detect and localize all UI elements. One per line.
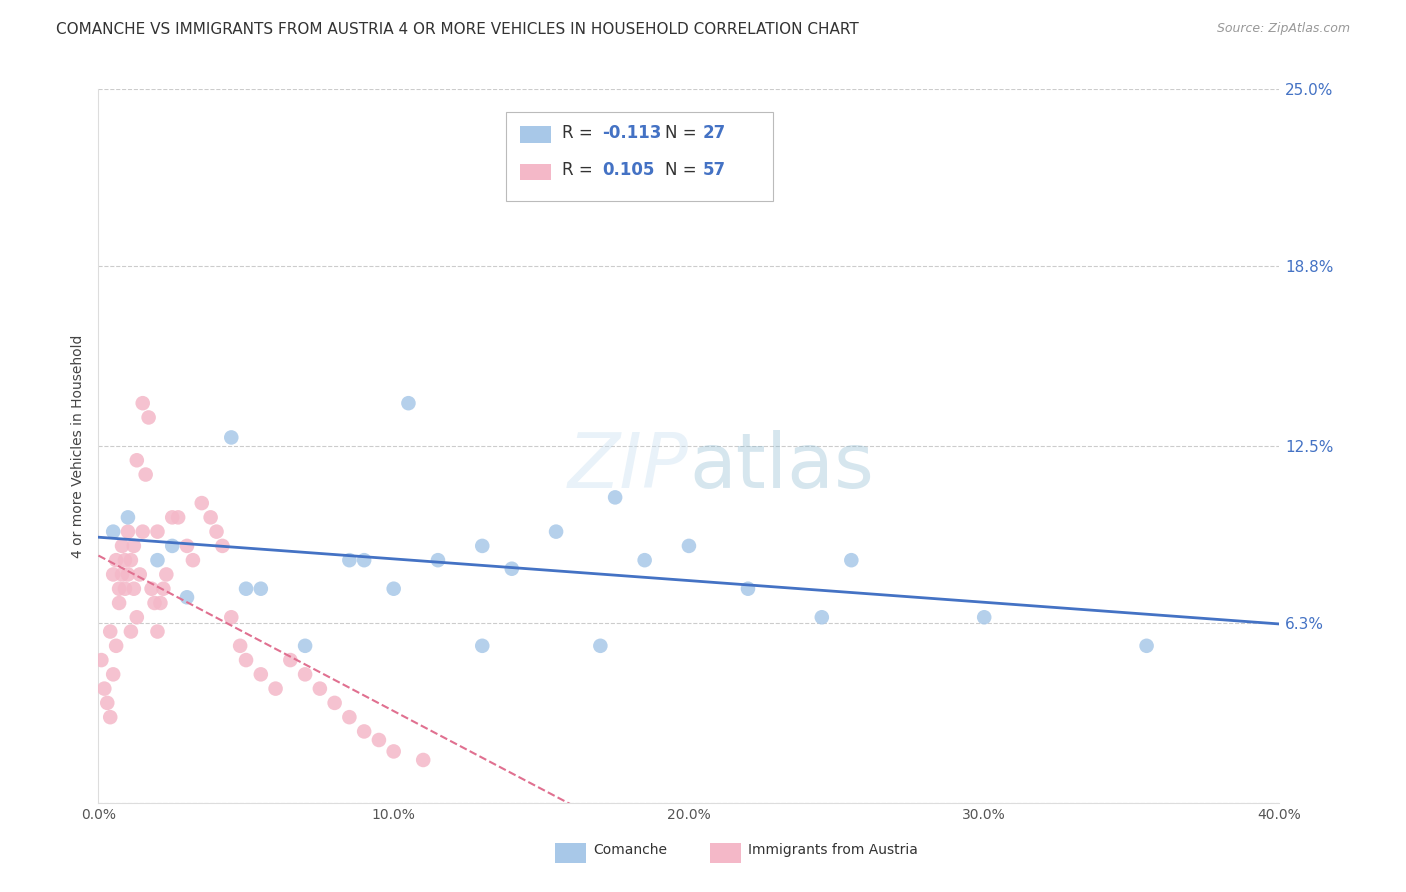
Text: atlas: atlas: [689, 431, 873, 504]
Point: [146, 553, 169, 567]
Point: [353, 724, 375, 739]
Point: [114, 582, 136, 596]
Point: [96, 696, 118, 710]
Point: [323, 696, 346, 710]
Point: [146, 524, 169, 539]
Point: [278, 653, 302, 667]
Point: [143, 596, 166, 610]
Point: [250, 582, 273, 596]
Point: [93, 681, 115, 696]
Point: [141, 582, 163, 596]
Point: [250, 667, 273, 681]
Point: [103, 567, 125, 582]
Point: [152, 582, 174, 596]
Point: [235, 653, 257, 667]
Text: ZIP: ZIP: [568, 431, 689, 504]
Point: [427, 553, 450, 567]
Point: [339, 710, 360, 724]
Text: R =: R =: [562, 161, 599, 179]
Point: [471, 539, 494, 553]
Point: [191, 496, 214, 510]
Point: [122, 539, 145, 553]
Point: [973, 610, 995, 624]
Point: [605, 491, 627, 505]
Point: [120, 624, 142, 639]
Point: [98, 624, 121, 639]
Point: [229, 639, 252, 653]
Point: [117, 524, 139, 539]
Point: [125, 453, 148, 467]
Point: [111, 567, 134, 582]
Point: [132, 396, 155, 410]
Point: [176, 591, 198, 605]
Point: [810, 610, 832, 624]
Point: [149, 596, 172, 610]
Point: [162, 539, 183, 553]
Point: [111, 539, 134, 553]
Point: [98, 710, 121, 724]
Point: [200, 510, 222, 524]
Point: [471, 639, 494, 653]
Point: [219, 610, 242, 624]
Point: [412, 753, 434, 767]
Point: [235, 582, 257, 596]
Point: [546, 524, 568, 539]
Point: [90, 653, 112, 667]
Point: [103, 667, 125, 681]
Text: 0.105: 0.105: [602, 161, 654, 179]
Point: [181, 553, 204, 567]
Y-axis label: 4 or more Vehicles in Household: 4 or more Vehicles in Household: [72, 334, 86, 558]
Point: [108, 596, 131, 610]
Point: [1135, 639, 1157, 653]
Point: [309, 681, 332, 696]
Point: [135, 467, 157, 482]
Text: 27: 27: [703, 124, 727, 142]
Point: [105, 553, 128, 567]
Point: [396, 396, 419, 410]
Point: [117, 567, 139, 582]
Point: [114, 553, 136, 567]
Point: [132, 524, 155, 539]
Text: 57: 57: [703, 161, 725, 179]
Point: [138, 410, 160, 425]
Point: [678, 539, 700, 553]
Point: [103, 524, 125, 539]
Point: [176, 539, 198, 553]
Point: [294, 639, 316, 653]
Point: [633, 553, 655, 567]
Point: [122, 582, 145, 596]
Point: [162, 510, 183, 524]
Point: [205, 524, 228, 539]
Point: [125, 610, 148, 624]
Point: [117, 510, 139, 524]
Point: [264, 681, 287, 696]
Text: -0.113: -0.113: [602, 124, 661, 142]
Point: [120, 553, 142, 567]
Point: [219, 430, 242, 444]
Point: [382, 744, 405, 758]
Point: [382, 582, 405, 596]
Point: [105, 639, 128, 653]
Point: [841, 553, 863, 567]
Text: Comanche: Comanche: [593, 843, 668, 857]
Text: N =: N =: [665, 124, 702, 142]
Point: [339, 553, 360, 567]
Point: [146, 624, 169, 639]
Text: Immigrants from Austria: Immigrants from Austria: [748, 843, 918, 857]
Text: COMANCHE VS IMMIGRANTS FROM AUSTRIA 4 OR MORE VEHICLES IN HOUSEHOLD CORRELATION : COMANCHE VS IMMIGRANTS FROM AUSTRIA 4 OR…: [56, 22, 859, 37]
Text: N =: N =: [665, 161, 702, 179]
Point: [737, 582, 759, 596]
Point: [155, 567, 177, 582]
Point: [294, 667, 316, 681]
Point: [167, 510, 190, 524]
Point: [128, 567, 150, 582]
Point: [589, 639, 612, 653]
Point: [353, 553, 375, 567]
Point: [108, 582, 131, 596]
Point: [501, 562, 523, 576]
Point: [368, 733, 391, 747]
Text: R =: R =: [562, 124, 599, 142]
Text: Source: ZipAtlas.com: Source: ZipAtlas.com: [1216, 22, 1350, 36]
Point: [211, 539, 233, 553]
